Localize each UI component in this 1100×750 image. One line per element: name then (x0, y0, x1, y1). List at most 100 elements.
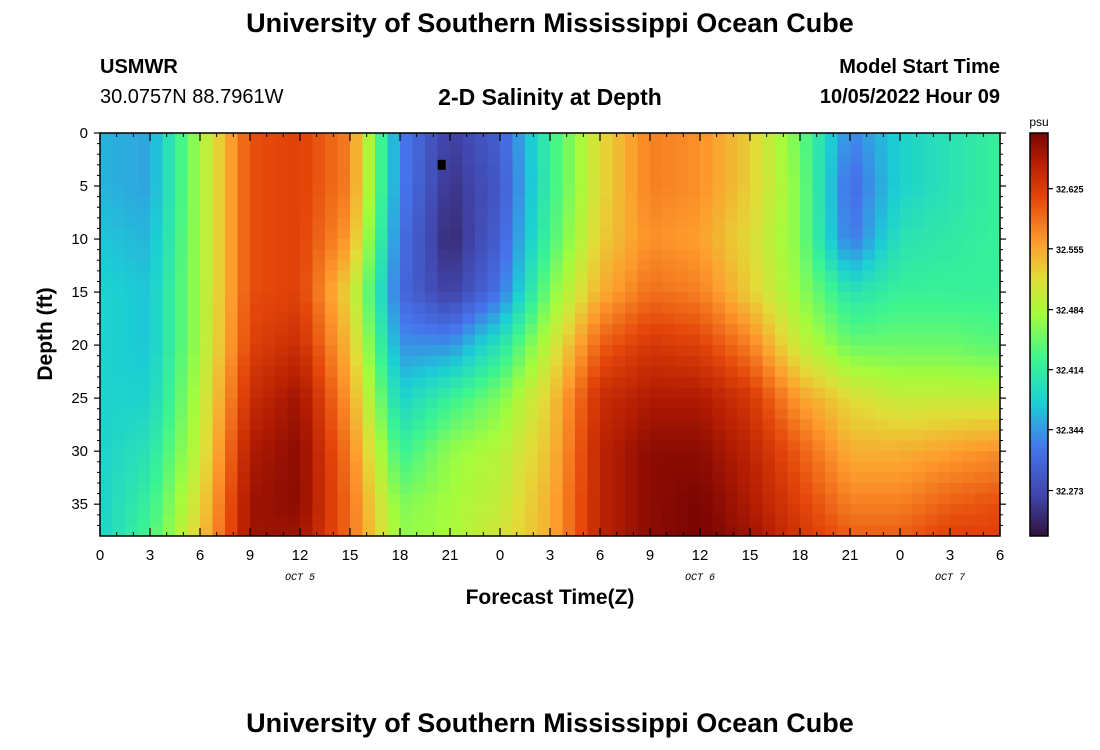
heatmap-cell (887, 313, 901, 325)
heatmap-cell (237, 355, 251, 367)
heatmap-cell (125, 345, 139, 357)
heatmap-cell (725, 133, 739, 145)
heatmap-cell (687, 504, 701, 516)
heatmap-cell (187, 270, 201, 283)
heatmap-cell (987, 334, 1000, 346)
heatmap-cell (412, 260, 426, 272)
heatmap-cell (550, 302, 564, 314)
heatmap-cell (412, 270, 426, 283)
heatmap-cell (612, 461, 626, 473)
heatmap-cell (637, 164, 651, 177)
heatmap-cell (412, 345, 426, 357)
heatmap-cell (462, 175, 476, 187)
heatmap-cell (512, 239, 526, 251)
heatmap-cell (812, 504, 826, 516)
heatmap-cell (775, 355, 789, 367)
heatmap-cell (500, 302, 514, 314)
heatmap-cell (425, 440, 439, 452)
heatmap-cell (875, 260, 889, 272)
heatmap-cell (587, 239, 601, 251)
heatmap-cell (187, 419, 201, 431)
heatmap-cell (937, 525, 951, 536)
heatmap-cell (525, 482, 539, 495)
heatmap-cell (675, 292, 689, 304)
heatmap-cell (437, 482, 451, 495)
heatmap-cell (787, 281, 801, 293)
heatmap-cell (162, 186, 176, 198)
heatmap-cell (750, 419, 764, 431)
heatmap-cell (750, 504, 764, 516)
heatmap-cell (950, 387, 964, 399)
heatmap-cell (137, 504, 151, 516)
heatmap-cell (250, 345, 264, 357)
heatmap-cell (950, 239, 964, 251)
heatmap-cell (262, 154, 276, 166)
heatmap-cell (962, 493, 976, 505)
heatmap-cell (537, 366, 551, 378)
heatmap-cell (162, 164, 176, 177)
heatmap-cell (862, 514, 876, 526)
heatmap-cell (112, 493, 126, 505)
heatmap-cell (212, 249, 226, 261)
heatmap-cell (375, 164, 389, 177)
heatmap-cell (212, 143, 226, 155)
heatmap-cell (925, 398, 939, 410)
heatmap-cell (812, 196, 826, 208)
heatmap-cell (937, 239, 951, 251)
heatmap-cell (775, 461, 789, 473)
heatmap-cell (350, 207, 364, 219)
heatmap-cell (387, 186, 401, 198)
heatmap-cell (487, 419, 501, 431)
heatmap-cell (337, 440, 351, 452)
heatmap-cell (725, 249, 739, 261)
heatmap-cell (787, 249, 801, 261)
heatmap-cell (337, 493, 351, 505)
heatmap-cell (150, 398, 164, 410)
heatmap-cell (625, 164, 639, 177)
heatmap-cell (412, 376, 426, 389)
heatmap-cell (925, 323, 939, 336)
heatmap-cell (475, 504, 489, 516)
heatmap-cell (937, 281, 951, 293)
heatmap-cell (325, 313, 339, 325)
heatmap-cell (187, 514, 201, 526)
heatmap-cell (250, 525, 264, 536)
heatmap-cell (712, 419, 726, 431)
heatmap-cell (675, 355, 689, 367)
heatmap-cell (762, 387, 776, 399)
heatmap-cell (350, 270, 364, 283)
heatmap-cell (887, 196, 901, 208)
heatmap-cell (750, 143, 764, 155)
heatmap-cell (200, 217, 214, 230)
heatmap-cell (950, 207, 964, 219)
heatmap-cell (550, 461, 564, 473)
heatmap-cell (175, 260, 189, 272)
heatmap-cell (962, 461, 976, 473)
heatmap-cell (750, 366, 764, 378)
colorbar-tick-label: 32.625 (1056, 185, 1084, 195)
heatmap-cell (637, 387, 651, 399)
heatmap-cell (787, 175, 801, 187)
heatmap-cell (775, 451, 789, 463)
heatmap-cell (687, 228, 701, 240)
heatmap-cell (550, 313, 564, 325)
heatmap-cell (537, 217, 551, 230)
heatmap-cell (512, 323, 526, 336)
heatmap-cell (200, 482, 214, 495)
heatmap-cell (700, 493, 714, 505)
heatmap-cell (112, 419, 126, 431)
heatmap-cell (650, 323, 664, 336)
heatmap-cell (462, 440, 476, 452)
y-tick-label: 35 (71, 496, 88, 513)
heatmap-cell (437, 461, 451, 473)
heatmap-cell (175, 493, 189, 505)
heatmap-cell (312, 334, 326, 346)
heatmap-cell (937, 366, 951, 378)
heatmap-cell (275, 186, 289, 198)
heatmap-cell (225, 398, 239, 410)
heatmap-cell (887, 482, 901, 495)
heatmap-cell (837, 504, 851, 516)
heatmap-cell (200, 133, 214, 145)
heatmap-cell (400, 196, 414, 208)
heatmap-cell (862, 387, 876, 399)
